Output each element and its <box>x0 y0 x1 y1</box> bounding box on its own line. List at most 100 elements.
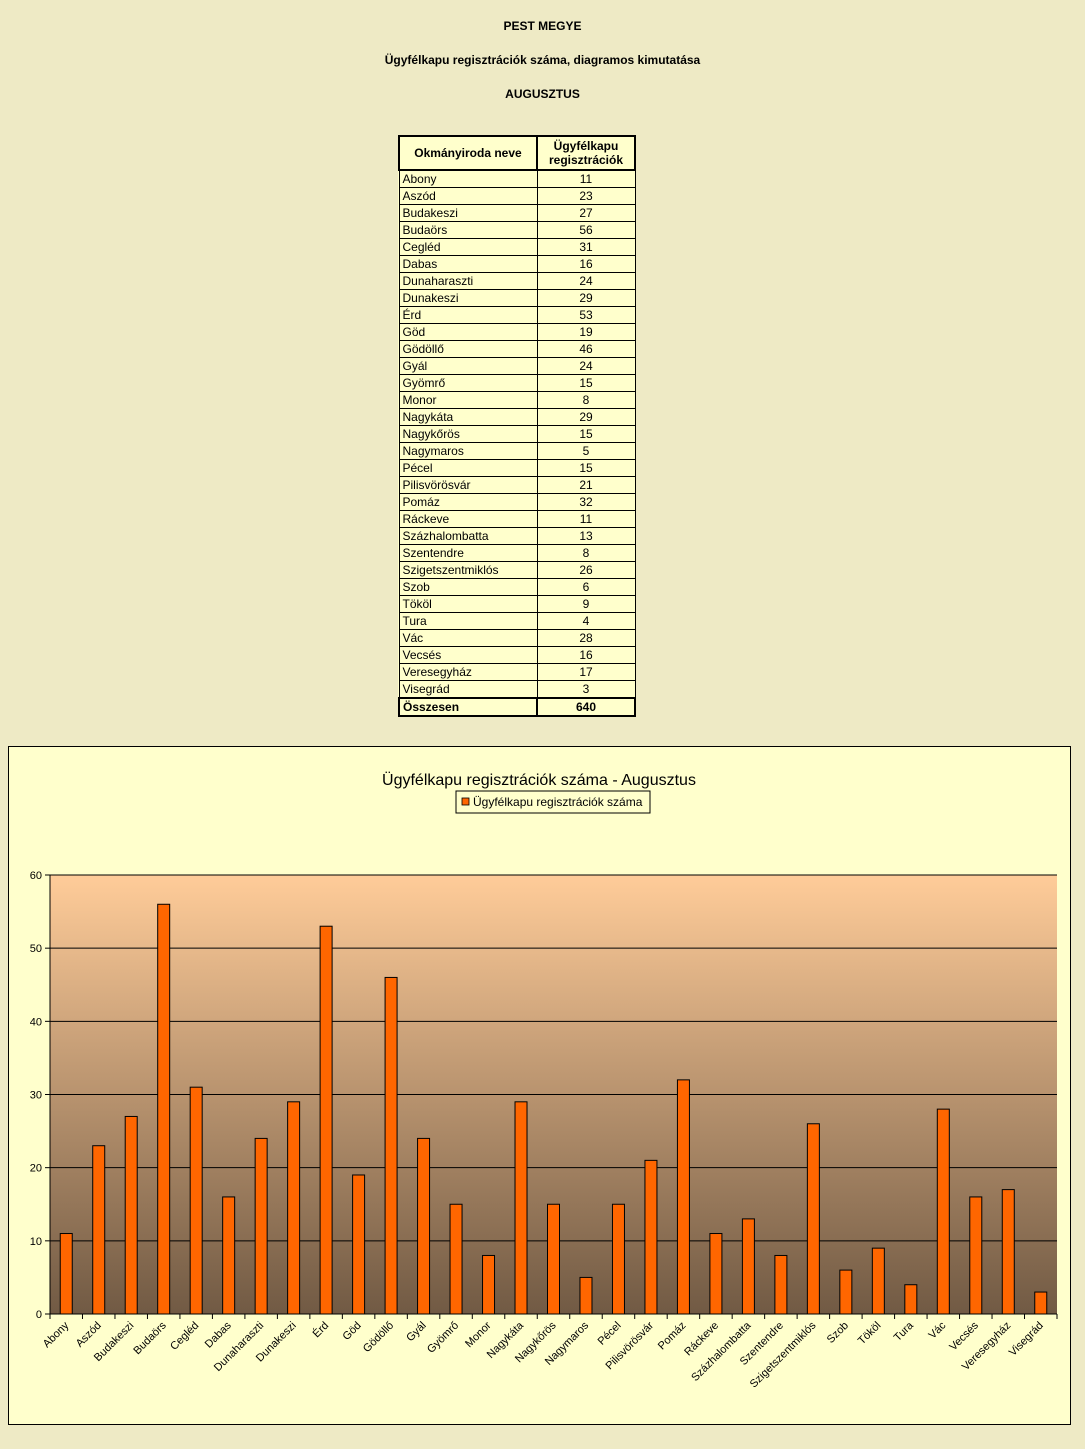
bar <box>1001 1189 1015 1315</box>
table-cell-count: 16 <box>536 646 636 664</box>
table-row: Budakeszi 27 <box>398 204 636 222</box>
table-cell-count: 23 <box>536 187 636 205</box>
table-cell-count: 53 <box>536 306 636 324</box>
table-row: Dunakeszi 29 <box>398 289 636 307</box>
table-row: Budaörs 56 <box>398 221 636 239</box>
table-row: Dunaharaszti 24 <box>398 272 636 290</box>
x-tick-label: Gödöllő <box>361 1320 396 1355</box>
x-tick-label: Dabas <box>203 1319 234 1350</box>
bar <box>384 976 398 1315</box>
table-cell-count: 17 <box>536 663 636 681</box>
x-tick-label: Gyömrő <box>425 1320 461 1356</box>
table-row: Gyömrő 15 <box>398 374 636 392</box>
table-cell-office: Pilisvörösvár <box>398 476 538 494</box>
table-cell-count: 15 <box>536 425 636 443</box>
table-row: Tura 4 <box>398 612 636 630</box>
x-tick-label: Pécel <box>596 1320 624 1348</box>
x-tick-label: Monor <box>463 1319 494 1350</box>
table-cell-count: 11 <box>536 169 636 188</box>
table-cell-count: 29 <box>536 408 636 426</box>
y-tick-label: 60 <box>30 870 42 882</box>
bar <box>741 1218 755 1315</box>
table-total-row: Összesen 640 <box>398 697 636 717</box>
table-row: Cegléd 31 <box>398 238 636 256</box>
bar <box>579 1276 593 1315</box>
table-cell-office: Szob <box>398 578 538 596</box>
y-tick-label: 50 <box>30 943 42 955</box>
table-cell-office: Dunakeszi <box>398 289 538 307</box>
table-row: Nagymaros 5 <box>398 442 636 460</box>
table-cell-office: Szentendre <box>398 544 538 562</box>
x-tick-label: Érd <box>310 1319 331 1340</box>
table-row: Dabas 16 <box>398 255 636 273</box>
table-row: Monor 8 <box>398 391 636 409</box>
table-cell-office: Visegrád <box>398 680 538 699</box>
table-cell-count: 15 <box>536 374 636 392</box>
x-tick-label: Aszód <box>74 1320 104 1350</box>
bar <box>222 1196 236 1315</box>
bar <box>644 1159 658 1315</box>
bar <box>904 1284 918 1315</box>
table-row: Göd 19 <box>398 323 636 341</box>
table-cell-office: Cegléd <box>398 238 538 256</box>
table-row: Érd 53 <box>398 306 636 324</box>
table-row: Nagykáta 29 <box>398 408 636 426</box>
x-tick-label: Cegléd <box>168 1320 201 1353</box>
table-cell-office: Budakeszi <box>398 204 538 222</box>
x-tick-label: Szob <box>825 1320 851 1346</box>
y-tick-label: 10 <box>30 1236 42 1248</box>
table-cell-office: Százhalombatta <box>398 527 538 545</box>
table-cell-office: Nagykőrös <box>398 425 538 443</box>
table-row: Szigetszentmiklós 26 <box>398 561 636 579</box>
y-tick-label: 30 <box>30 1090 42 1102</box>
bar <box>254 1137 268 1315</box>
chart-title: Ügyfélkapu regisztrációk száma - Auguszt… <box>382 771 696 789</box>
table-row: Szentendre 8 <box>398 544 636 562</box>
table-cell-office: Pomáz <box>398 493 538 511</box>
table-cell-office: Nagykáta <box>398 408 538 426</box>
table-header-registrations: Ügyfélkapu regisztrációk <box>536 135 636 171</box>
bar <box>839 1269 853 1315</box>
page-header-title: Ügyfélkapu regisztrációk száma, diagramo… <box>384 53 701 67</box>
bar <box>449 1203 463 1315</box>
table-cell-count: 27 <box>536 204 636 222</box>
table-cell-office: Abony <box>398 169 538 188</box>
y-tick-label: 40 <box>30 1016 42 1028</box>
table-row: Nagykőrös 15 <box>398 425 636 443</box>
table-cell-count: 19 <box>536 323 636 341</box>
y-tick-label: 20 <box>30 1163 42 1175</box>
table-cell-office: Monor <box>398 391 538 409</box>
table-cell-count: 29 <box>536 289 636 307</box>
legend-swatch <box>461 797 470 806</box>
bar <box>806 1123 820 1315</box>
x-tick-label: Tököl <box>856 1320 884 1348</box>
table-cell-office: Aszód <box>398 187 538 205</box>
table-row: Veresegyház 17 <box>398 663 636 681</box>
bar <box>514 1101 528 1315</box>
table-cell-count: 21 <box>536 476 636 494</box>
table-cell-office: Ráckeve <box>398 510 538 528</box>
table-row: Pomáz 32 <box>398 493 636 511</box>
page-header-county: PEST MEGYE <box>503 19 582 33</box>
x-tick-label: Budaörs <box>131 1319 169 1357</box>
table-cell-count: 16 <box>536 255 636 273</box>
table-cell-office: Vecsés <box>398 646 538 664</box>
bar-chart: Ügyfélkapu regisztrációk száma - Auguszt… <box>30 771 1058 1390</box>
bar <box>547 1203 560 1315</box>
table-cell-count: 11 <box>536 510 636 528</box>
bar <box>936 1108 950 1315</box>
chart-area: Ügyfélkapu regisztrációk száma - Auguszt… <box>8 746 1071 1425</box>
table-cell-office: Gödöllő <box>398 340 538 358</box>
table-cell-office: Pécel <box>398 459 538 477</box>
table-row: Gödöllő 46 <box>398 340 636 358</box>
y-tick-label: 0 <box>36 1309 42 1321</box>
table-cell-count: 8 <box>536 391 636 409</box>
table-cell-office: Tököl <box>398 595 538 613</box>
table-cell-count: 13 <box>536 527 636 545</box>
bar <box>871 1247 885 1315</box>
table-cell-count: 28 <box>536 629 636 647</box>
bar <box>709 1233 723 1315</box>
table-row: Szob 6 <box>398 578 636 596</box>
bar <box>189 1086 203 1315</box>
table-total-value: 640 <box>536 697 636 717</box>
